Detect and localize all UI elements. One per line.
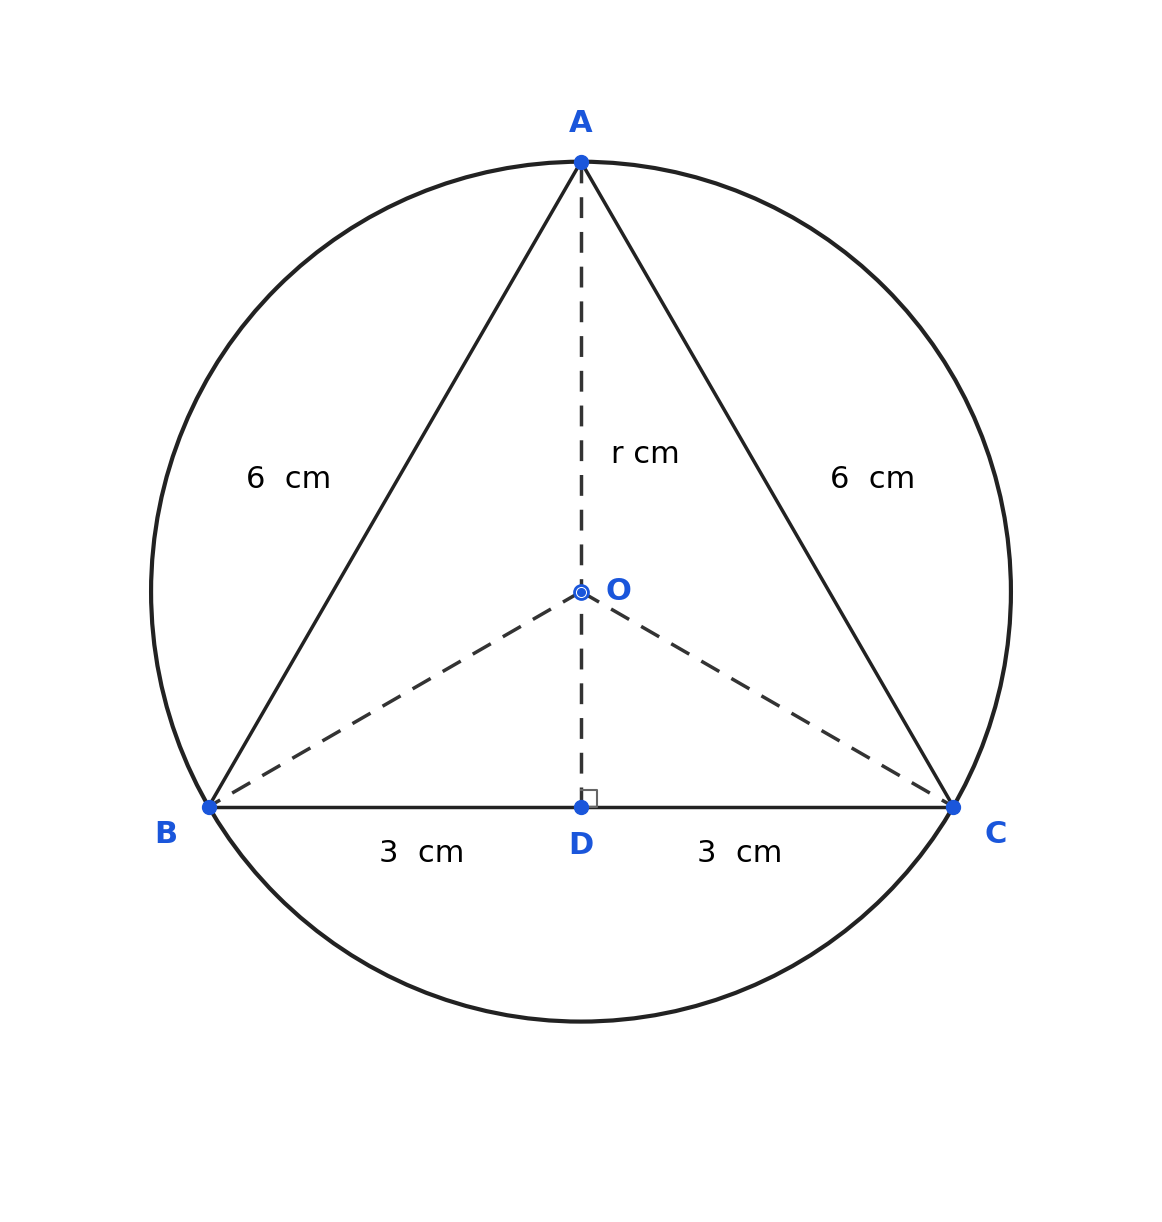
Text: r cm: r cm xyxy=(611,440,680,468)
Text: 3  cm: 3 cm xyxy=(379,838,465,868)
Text: C: C xyxy=(984,820,1006,849)
Text: 6  cm: 6 cm xyxy=(831,466,916,495)
Text: D: D xyxy=(568,831,594,860)
Text: 3  cm: 3 cm xyxy=(697,838,783,868)
Text: 6  cm: 6 cm xyxy=(246,466,331,495)
Text: O: O xyxy=(605,577,631,606)
Text: A: A xyxy=(569,109,593,138)
Text: B: B xyxy=(155,820,178,849)
